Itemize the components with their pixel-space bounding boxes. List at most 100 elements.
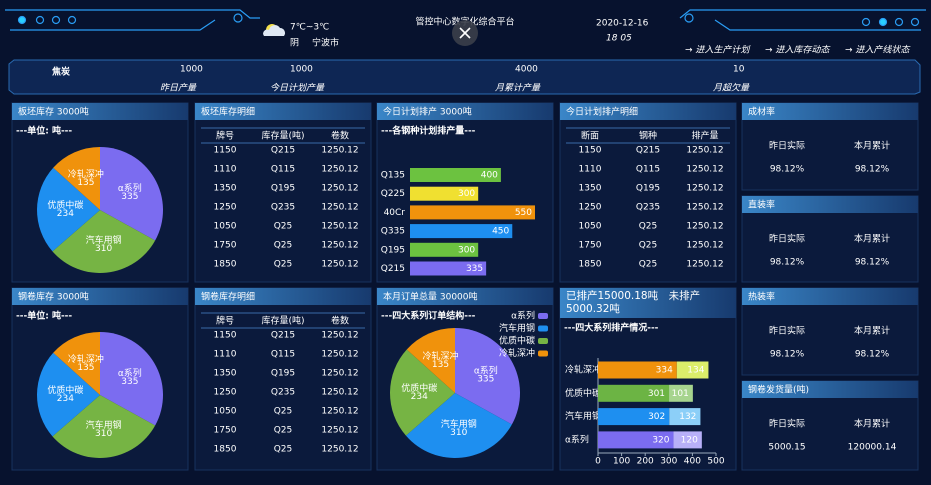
panel-title: 板坯库存明细 — [201, 106, 255, 118]
slice-label: 优质中碳 — [401, 382, 437, 394]
table-cell: 1750 — [214, 241, 237, 251]
table-cell: 1850 — [214, 445, 237, 455]
panel-header — [195, 288, 371, 305]
table-cell: 1350 — [214, 184, 237, 194]
legend-swatch — [538, 338, 548, 344]
panel — [559, 102, 737, 283]
pie-slice — [389, 349, 455, 436]
bar — [410, 205, 535, 220]
legend-label: 优质中碳 — [499, 335, 535, 347]
kpi-label: 本月累计 — [854, 418, 890, 430]
pie-slice — [100, 332, 163, 426]
nav-link[interactable]: → 进入产线状态 — [845, 45, 911, 56]
y-tick-label: Q225 — [381, 189, 405, 199]
panel-header — [377, 103, 553, 120]
slice-value: 335 — [121, 377, 138, 387]
bar-value: 550 — [515, 208, 532, 218]
banner-caption: 今日计划产量 — [270, 83, 325, 94]
y-tick-label: 40Cr — [384, 208, 406, 218]
table-cell: 1150 — [579, 146, 602, 156]
table-cell: 1250.12 — [321, 426, 358, 436]
table-cell: Q25 — [274, 445, 293, 455]
column-header: 牌号 — [216, 315, 234, 327]
y-tick-label: 优质中碳 — [565, 387, 601, 399]
kpi-value: 120000.14 — [848, 443, 897, 453]
column-header: 卷数 — [331, 315, 349, 327]
city: 宁波市 — [312, 37, 339, 49]
table-cell: 1250.12 — [321, 184, 358, 194]
bar-value: 300 — [458, 189, 475, 199]
panel-header — [560, 288, 736, 318]
bar-segment — [669, 408, 701, 426]
table-cell: 1250.12 — [321, 146, 358, 156]
slice-value: 310 — [95, 429, 112, 439]
table-cell: 1050 — [579, 222, 602, 232]
table-cell: Q195 — [271, 369, 295, 379]
bar — [410, 242, 479, 257]
nav-link[interactable]: → 进入库存动态 — [765, 45, 831, 56]
y-tick-label: Q195 — [381, 245, 405, 255]
table-cell: Q115 — [636, 165, 660, 175]
pie-slice — [406, 328, 455, 393]
banner — [8, 59, 921, 95]
kpi-label: 本月累计 — [854, 233, 890, 245]
kpi-label: 昨日实际 — [769, 233, 805, 245]
y-tick-label: 冷轧深冲 — [565, 364, 601, 376]
panel-header — [12, 103, 188, 120]
bar-value: 450 — [492, 227, 509, 237]
time: 18 05 — [606, 34, 632, 44]
panel — [194, 102, 372, 283]
table-cell: 1250.12 — [686, 184, 723, 194]
panel-header — [195, 103, 371, 120]
date: 2020-12-16 — [596, 19, 649, 29]
temperature: 7℃~3℃ — [290, 23, 329, 33]
table-cell: 1150 — [214, 331, 237, 341]
table-cell: Q25 — [274, 241, 293, 251]
pie-slice — [455, 328, 520, 425]
x-tick-label: 0 — [595, 457, 601, 467]
segment-value: 132 — [679, 412, 696, 422]
panel-title: 直装率 — [748, 199, 775, 211]
table-cell: 1250.12 — [321, 165, 358, 175]
banner-label: 焦炭 — [51, 66, 70, 78]
panel-title: 成材率 — [748, 106, 775, 118]
panel-title: 今日计划排产 3000吨 — [383, 106, 472, 118]
banner-value: 1000 — [180, 65, 203, 75]
table-cell: 1750 — [579, 241, 602, 251]
panel-header — [742, 196, 918, 213]
kpi-label: 昨日实际 — [769, 140, 805, 152]
pie-slice — [53, 332, 100, 395]
x-tick-label: 200 — [637, 457, 654, 467]
weather-icon — [263, 24, 285, 36]
table-cell: 1050 — [214, 407, 237, 417]
chart-subtitle: ---单位: 吨--- — [16, 310, 72, 322]
close-button[interactable] — [452, 20, 478, 46]
bar-value: 335 — [466, 264, 483, 274]
table-cell: 1250.12 — [321, 445, 358, 455]
slice-label: 汽车用钢 — [441, 418, 477, 430]
table-cell: 1250.12 — [686, 241, 723, 251]
bar-value: 300 — [458, 245, 475, 255]
table-cell: 1350 — [579, 184, 602, 194]
segment-value: 320 — [652, 435, 669, 445]
table-cell: 1250.12 — [321, 331, 358, 341]
table-cell: 1750 — [214, 426, 237, 436]
kpi-label: 昨日实际 — [769, 418, 805, 430]
nav-link[interactable]: → 进入生产计划 — [685, 45, 751, 56]
panel-title: 热装率 — [748, 291, 775, 303]
panel-header — [742, 381, 918, 398]
table-cell: 1250.12 — [321, 222, 358, 232]
y-tick-label: 汽车用钢 — [565, 410, 601, 422]
header-decoration — [5, 9, 926, 31]
panel-title: 板坯库存 3000吨 — [18, 106, 89, 118]
kpi-value: 98.12% — [770, 258, 805, 268]
segment-value: 101 — [672, 389, 689, 399]
banner-value: 1000 — [290, 65, 313, 75]
kpi-value: 98.12% — [855, 258, 890, 268]
slice-value: 310 — [450, 428, 467, 438]
table-cell: 1110 — [579, 165, 602, 175]
column-header: 牌号 — [216, 130, 234, 142]
column-header: 库存量(吨) — [261, 315, 304, 327]
legend-swatch — [538, 313, 548, 319]
